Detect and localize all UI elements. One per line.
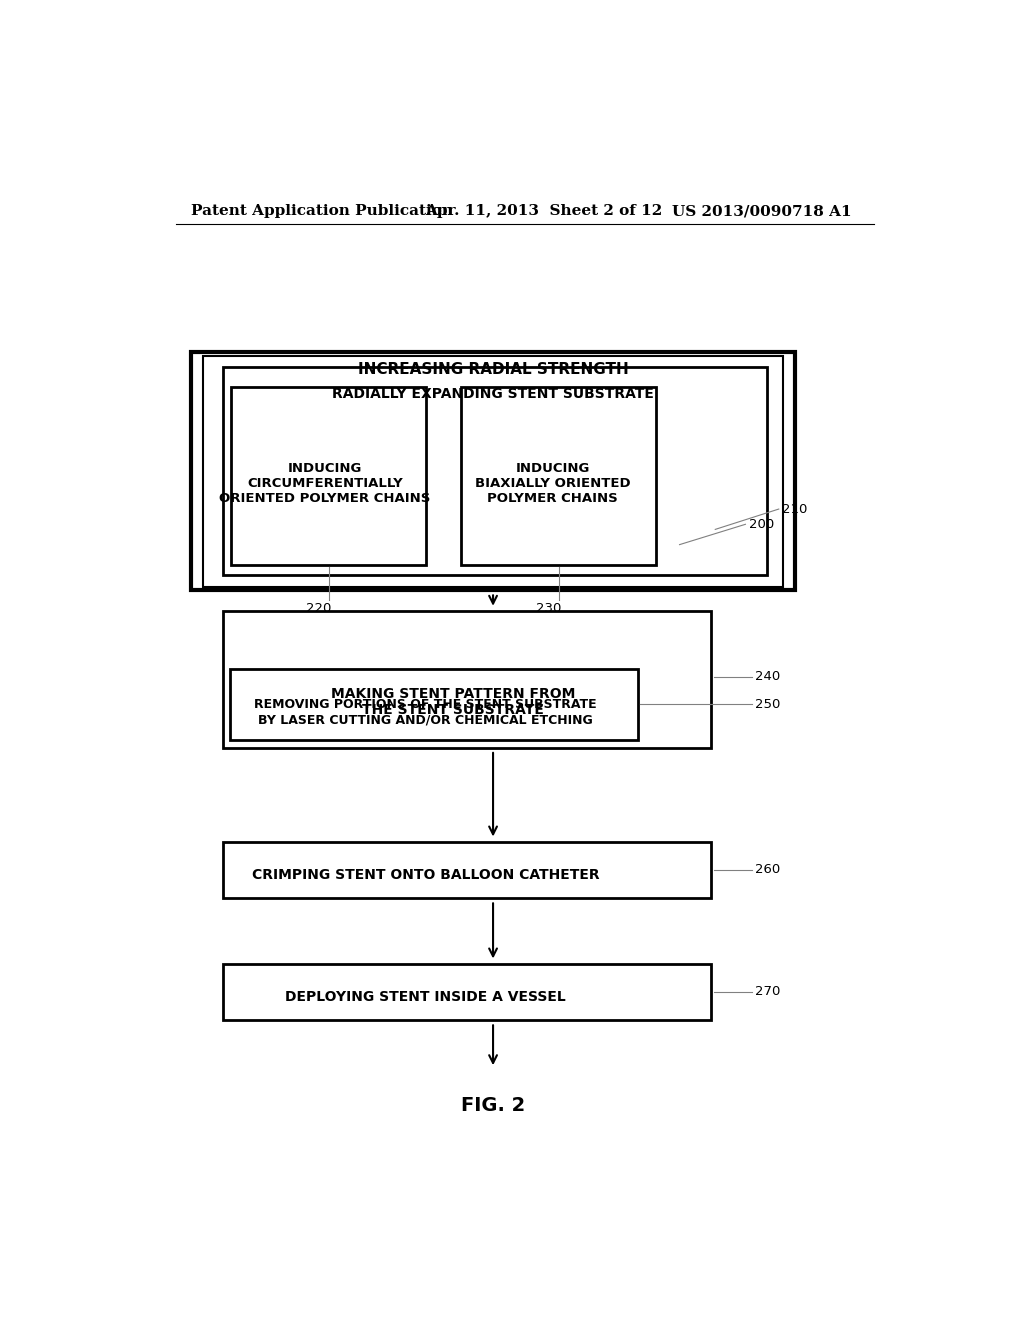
Text: 220: 220: [306, 602, 331, 615]
Text: US 2013/0090718 A1: US 2013/0090718 A1: [672, 205, 851, 218]
Text: 270: 270: [755, 985, 780, 998]
Text: DEPLOYING STENT INSIDE A VESSEL: DEPLOYING STENT INSIDE A VESSEL: [286, 990, 566, 1005]
Text: FIG. 2: FIG. 2: [461, 1096, 525, 1115]
Text: INDUCING
CIRCUMFERENTIALLY
ORIENTED POLYMER CHAINS: INDUCING CIRCUMFERENTIALLY ORIENTED POLY…: [219, 462, 430, 506]
FancyBboxPatch shape: [223, 367, 767, 576]
FancyBboxPatch shape: [231, 387, 426, 565]
Text: 210: 210: [782, 503, 807, 516]
Text: 230: 230: [536, 602, 561, 615]
Text: Apr. 11, 2013  Sheet 2 of 12: Apr. 11, 2013 Sheet 2 of 12: [426, 205, 663, 218]
Text: 240: 240: [755, 671, 780, 684]
Text: RADIALLY EXPANDING STENT SUBSTRATE: RADIALLY EXPANDING STENT SUBSTRATE: [332, 387, 654, 401]
Text: MAKING STENT PATTERN FROM
THE STENT SUBSTRATE: MAKING STENT PATTERN FROM THE STENT SUBS…: [331, 688, 575, 717]
FancyBboxPatch shape: [229, 669, 638, 739]
FancyBboxPatch shape: [223, 611, 712, 748]
FancyBboxPatch shape: [461, 387, 655, 565]
Text: Patent Application Publication: Patent Application Publication: [191, 205, 454, 218]
Text: REMOVING PORTIONS OF THE STENT SUBSTRATE
BY LASER CUTTING AND/OR CHEMICAL ETCHIN: REMOVING PORTIONS OF THE STENT SUBSTRATE…: [254, 698, 597, 726]
Text: CRIMPING STENT ONTO BALLOON CATHETER: CRIMPING STENT ONTO BALLOON CATHETER: [252, 869, 599, 882]
Text: INDUCING
BIAXIALLY ORIENTED
POLYMER CHAINS: INDUCING BIAXIALLY ORIENTED POLYMER CHAI…: [475, 462, 631, 506]
FancyBboxPatch shape: [204, 355, 782, 587]
FancyBboxPatch shape: [223, 842, 712, 899]
FancyBboxPatch shape: [223, 965, 712, 1020]
Text: INCREASING RADIAL STRENGTH: INCREASING RADIAL STRENGTH: [357, 362, 629, 376]
Text: 260: 260: [755, 863, 780, 876]
FancyBboxPatch shape: [191, 351, 795, 590]
Text: 200: 200: [749, 517, 774, 531]
Text: 250: 250: [755, 698, 780, 710]
